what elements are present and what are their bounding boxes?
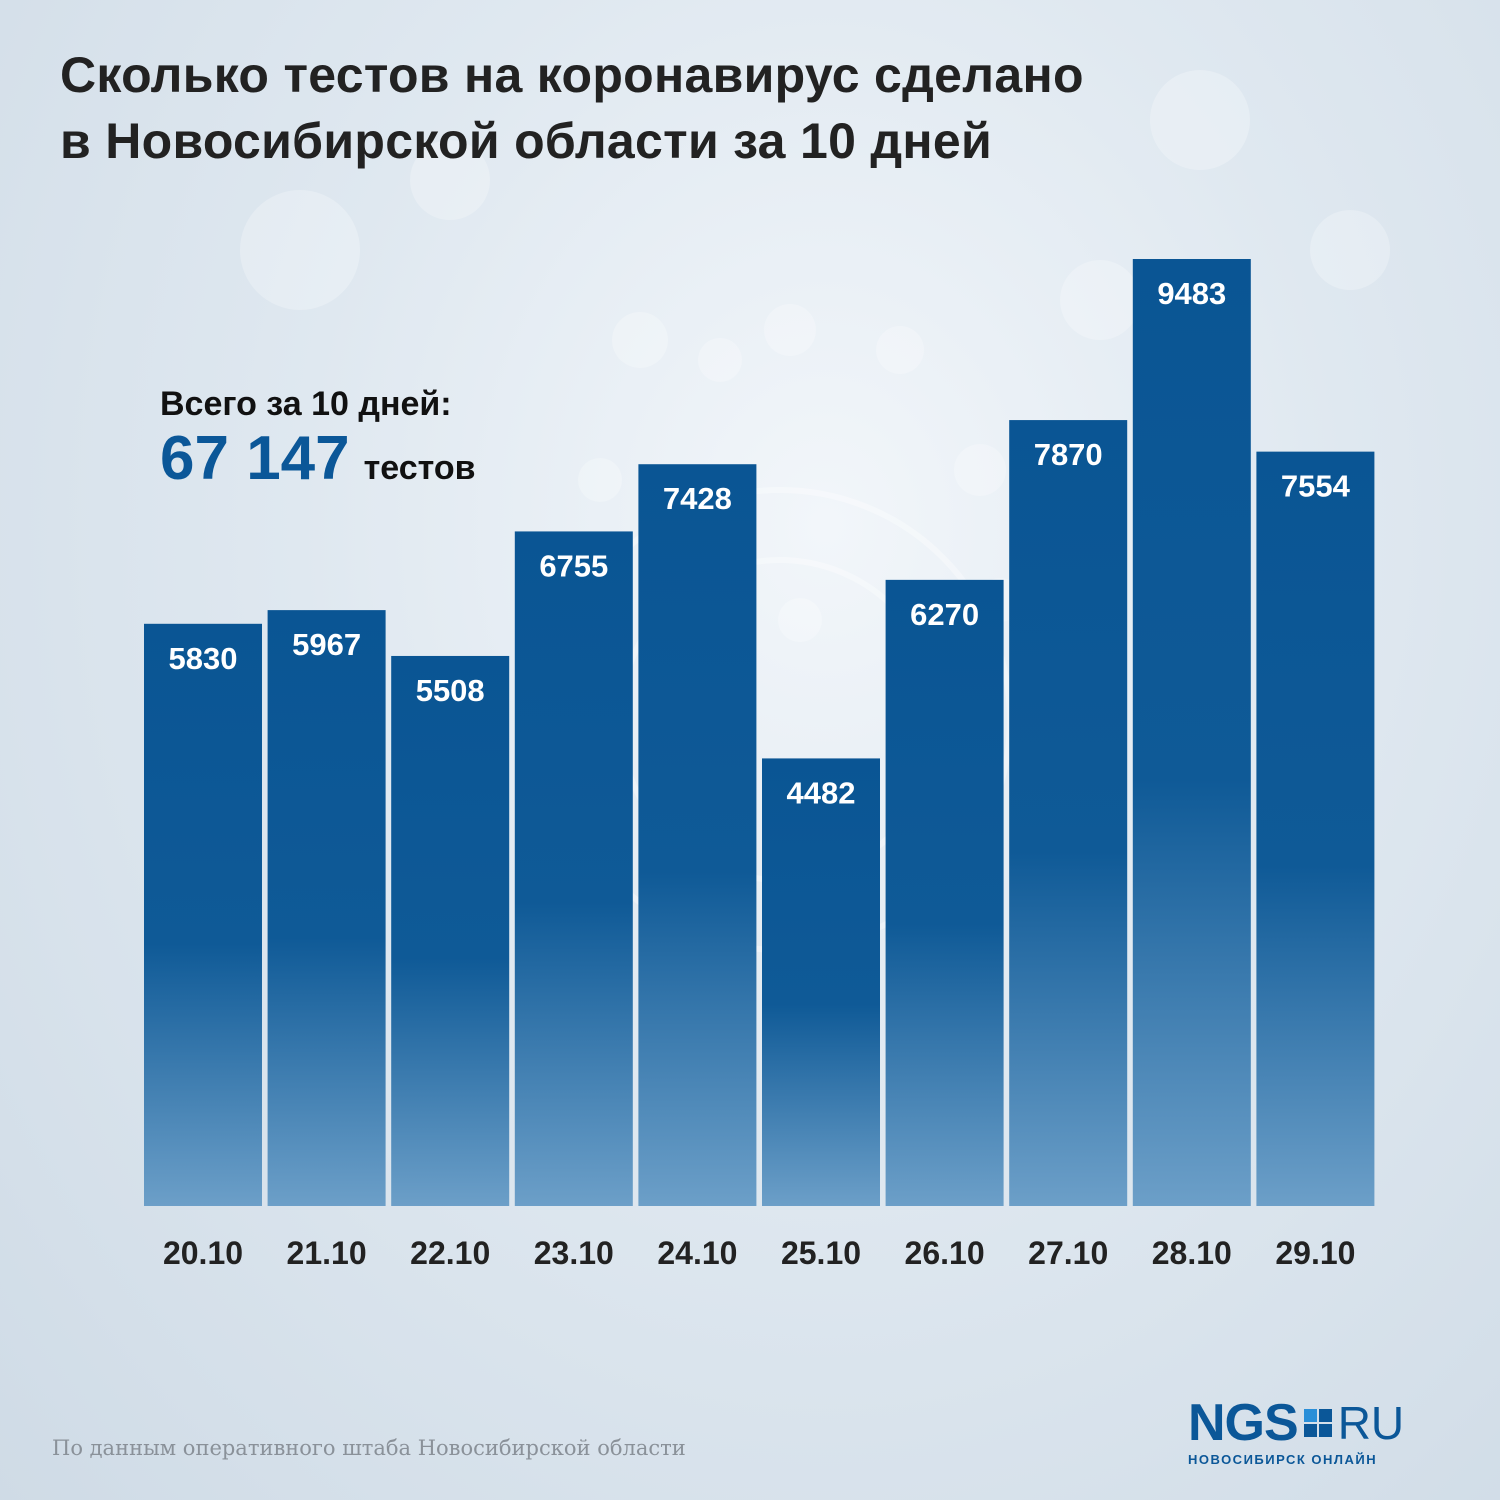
total-unit: тестов bbox=[363, 449, 476, 487]
bar-21.10 bbox=[267, 610, 386, 1206]
total-label: Всего за 10 дней: bbox=[160, 385, 452, 423]
ngs-logo[interactable]: NGS RU НОВОСИБИРСК ОНЛАЙН bbox=[1188, 1394, 1468, 1468]
x-tick-label-28.10: 28.10 bbox=[1152, 1235, 1232, 1271]
total-row: 67 147 тестов bbox=[160, 426, 476, 508]
logo-subtitle: НОВОСИБИРСК ОНЛАЙН bbox=[1188, 1452, 1378, 1467]
x-tick-label-24.10: 24.10 bbox=[657, 1235, 737, 1271]
total-value: 67 147 bbox=[160, 424, 350, 493]
x-tick-label-26.10: 26.10 bbox=[905, 1235, 985, 1271]
data-label-22.10: 5508 bbox=[416, 673, 485, 708]
bar-27.10 bbox=[1009, 420, 1128, 1207]
logo-ru-text: RU bbox=[1337, 1397, 1405, 1449]
logo-main: NGS RU bbox=[1188, 1394, 1468, 1452]
x-tick-label-23.10: 23.10 bbox=[534, 1235, 614, 1271]
source-note: По данным оперативного штаба Новосибирск… bbox=[52, 1436, 686, 1460]
data-label-23.10: 6755 bbox=[539, 548, 608, 583]
data-label-21.10: 5967 bbox=[292, 627, 361, 662]
title-line-2: в Новосибирской области за 10 дней bbox=[60, 113, 993, 169]
data-label-29.10: 7554 bbox=[1281, 469, 1351, 504]
data-label-25.10: 4482 bbox=[787, 775, 856, 810]
title-line-1: Сколько тестов на коронавирус сделано bbox=[60, 47, 1084, 103]
logo-ngs-text: NGS bbox=[1188, 1394, 1299, 1452]
bar-29.10 bbox=[1256, 451, 1375, 1206]
data-label-26.10: 6270 bbox=[910, 597, 979, 632]
logo-square-icon bbox=[1303, 1409, 1332, 1437]
data-label-20.10: 5830 bbox=[169, 641, 238, 676]
total-block: Всего за 10 дней: 67 147 тестов bbox=[160, 382, 476, 508]
x-tick-label-25.10: 25.10 bbox=[781, 1235, 861, 1271]
bar-20.10 bbox=[144, 623, 262, 1206]
bar-24.10 bbox=[638, 464, 757, 1207]
bar-26.10 bbox=[885, 579, 1004, 1206]
chart-title: Сколько тестов на коронавирус сделано в … bbox=[60, 42, 1360, 174]
x-tick-label-27.10: 27.10 bbox=[1028, 1235, 1108, 1271]
x-tick-label-22.10: 22.10 bbox=[410, 1235, 490, 1271]
bar-25.10 bbox=[762, 758, 880, 1206]
data-label-28.10: 9483 bbox=[1157, 276, 1226, 311]
x-tick-label-29.10: 29.10 bbox=[1275, 1235, 1355, 1271]
bar-22.10 bbox=[391, 655, 510, 1206]
x-tick-label-21.10: 21.10 bbox=[287, 1235, 367, 1271]
bar-23.10 bbox=[514, 531, 633, 1206]
x-tick-label-20.10: 20.10 bbox=[163, 1235, 243, 1271]
data-label-24.10: 7428 bbox=[663, 481, 732, 516]
data-label-27.10: 7870 bbox=[1034, 437, 1103, 472]
bar-28.10 bbox=[1132, 259, 1251, 1206]
